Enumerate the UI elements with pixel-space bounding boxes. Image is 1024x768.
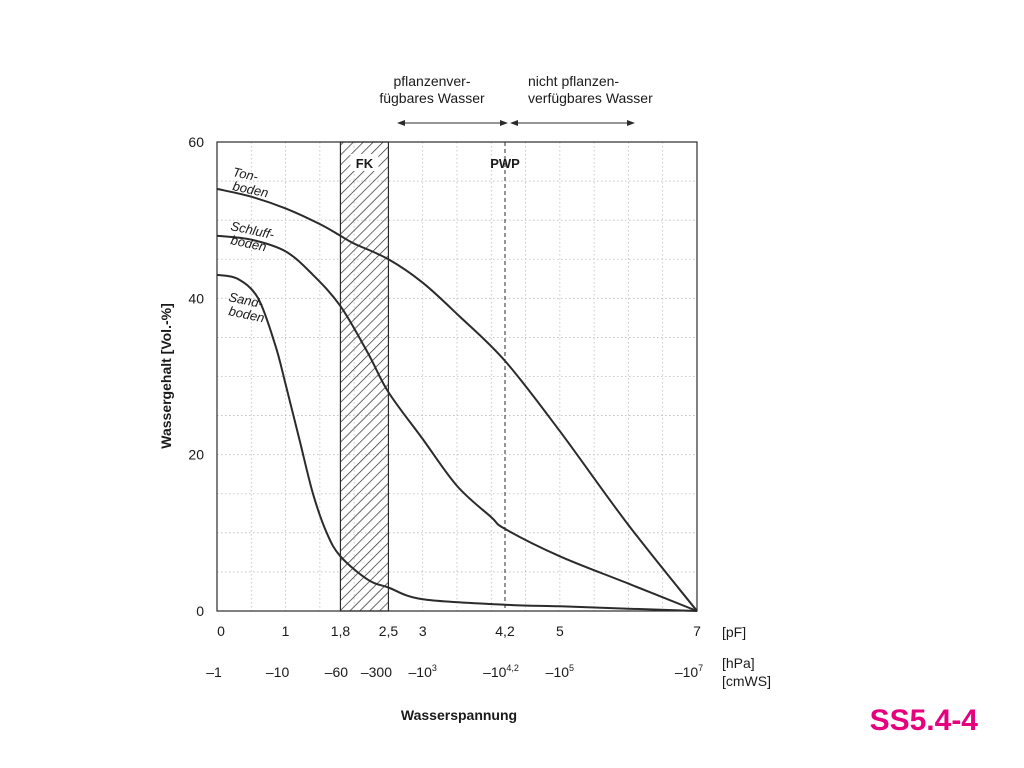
x-tick-label-pressure: –103 (409, 663, 437, 680)
annotation-not-plant-available-line2: verfügbares Wasser (528, 90, 653, 106)
series-line-0 (216, 187, 698, 612)
x-unit-pressure: [cmWS] (722, 673, 771, 689)
arrowhead-right (627, 120, 635, 126)
arrowhead-left (397, 120, 405, 126)
x-unit-pressure: [hPa] (722, 655, 755, 671)
series-line-2 (216, 273, 698, 612)
x-tick-label-pf: 1 (282, 623, 290, 639)
x-tick-label-pressure: –104,2 (483, 663, 519, 680)
x-tick-label-pressure: –105 (546, 663, 574, 680)
annotation-plant-available-line2: fügbares Wasser (379, 90, 485, 106)
fk-label: FK (356, 156, 374, 171)
x-unit-pf: [pF] (722, 624, 746, 640)
x-tick-label-pressure: –10 (266, 664, 290, 680)
x-tick-label-pressure: –107 (675, 663, 703, 680)
annotation-plant-available-line1: pflanzenver- (393, 73, 471, 89)
x-tick-label-pressure: –1 (206, 664, 222, 680)
x-tick-label-pf: 3 (419, 623, 427, 639)
series-label-0: Ton- (231, 164, 260, 184)
grid (217, 142, 697, 611)
x-tick-label-pf: 1,8 (331, 623, 351, 639)
x-tick-label-pf: 0 (217, 623, 225, 639)
series-label-0: boden (231, 178, 269, 200)
arrowhead-mid-left (500, 120, 508, 126)
series-label-1: boden (229, 232, 267, 254)
label-group: 0 20 40 60 Wassergehalt [Vol.-%] 0 1 1,8 2,5 3 4,2… (158, 134, 771, 723)
availability-arrows (397, 120, 635, 126)
x-tick-label-pf: 2,5 (379, 623, 399, 639)
y-tick-label: 20 (188, 447, 204, 463)
arrowhead-mid-right (510, 120, 518, 126)
y-tick-label: 0 (196, 603, 204, 619)
y-axis-label: Wassergehalt [Vol.-%] (158, 303, 174, 448)
series-line-1 (216, 234, 698, 612)
fk-band (339, 141, 390, 612)
fk-label-bg (350, 154, 379, 171)
annotation-not-plant-available-line1: nicht pflanzen- (528, 73, 620, 89)
x-tick-label-pf: 4,2 (495, 623, 515, 639)
series-label-2: Sand- (227, 289, 265, 311)
plot-frame (216, 141, 698, 612)
slide-code: SS5.4-4 (869, 704, 978, 737)
x-tick-label-pressure: –60 (325, 664, 349, 680)
y-tick-label: 40 (188, 290, 204, 306)
series-label-2: boden (227, 303, 265, 325)
x-axis-label: Wasserspannung (401, 707, 517, 723)
y-tick-label: 60 (188, 134, 204, 150)
plot-border (216, 141, 698, 612)
x-tick-label-pressure: –300 (361, 664, 392, 680)
annotation-plant-available: pflanzenver- fügbares Wasser (352, 73, 512, 107)
pwp-label: PWP (490, 156, 520, 171)
annotation-not-plant-available: nicht pflanzen- verfügbares Wasser (522, 73, 682, 107)
x-tick-label-pf: 7 (693, 623, 701, 639)
x-tick-label-pf: 5 (556, 623, 564, 639)
